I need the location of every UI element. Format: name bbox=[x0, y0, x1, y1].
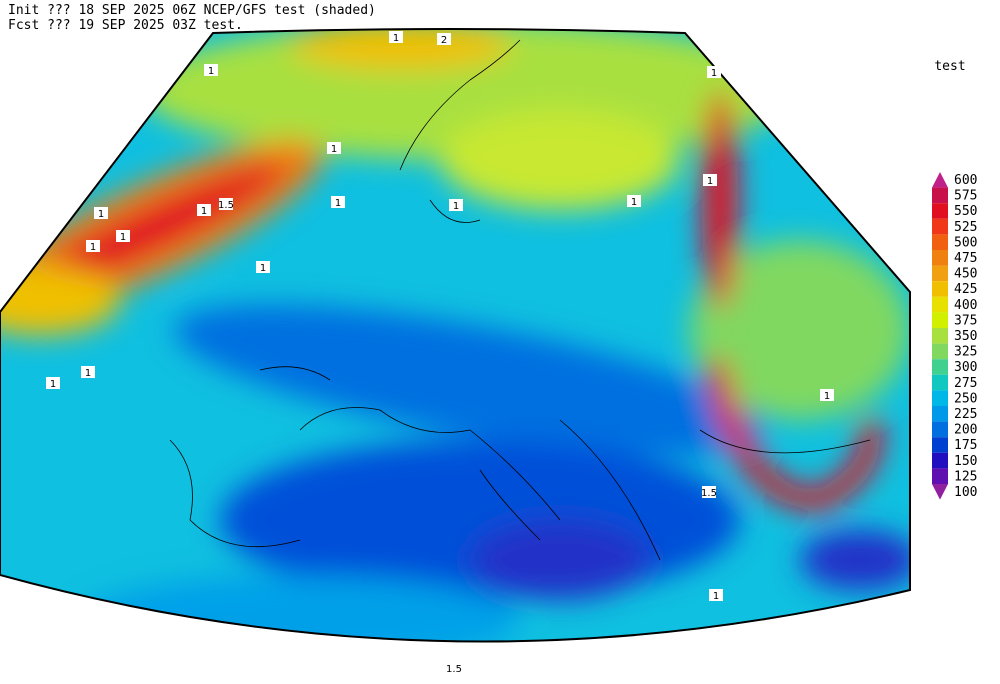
contour-labels: 1 2 1 1 1 1.5 1 1 1 1 1 1 1 1 1 1 1 1 1.5 1 1.5 bbox=[46, 31, 834, 675]
contour-label: 1 bbox=[453, 201, 459, 212]
contour-label-box bbox=[820, 389, 834, 401]
contour-label: 1 bbox=[85, 368, 91, 379]
colorbar-swatch bbox=[932, 312, 948, 328]
colorbar-label: 425 bbox=[954, 282, 977, 297]
colorbar-swatch bbox=[932, 203, 948, 219]
colorbar-title: test bbox=[934, 59, 965, 74]
contour-label: 1 bbox=[50, 379, 56, 390]
contour-label-box bbox=[94, 207, 108, 219]
contour-label: 1 bbox=[713, 591, 719, 602]
contour-label: 1 bbox=[335, 198, 341, 209]
contour-label-box bbox=[327, 142, 341, 154]
contour-label: 1 bbox=[98, 209, 104, 220]
contour-label: 1 bbox=[711, 68, 717, 79]
map-field bbox=[0, 29, 910, 642]
contour-label-box bbox=[707, 66, 721, 78]
colorbar-label: 525 bbox=[954, 220, 977, 235]
contour-label-box bbox=[389, 31, 403, 43]
colorbar-label: 275 bbox=[954, 376, 977, 391]
colorbar-label: 450 bbox=[954, 267, 977, 282]
header-line: Init ??? 18 SEP 2025 06Z NCEP/GFS test (… bbox=[8, 3, 376, 18]
contour-label-box bbox=[197, 204, 211, 216]
colorbar-label: 350 bbox=[954, 329, 977, 344]
colorbar-label: 325 bbox=[954, 345, 977, 360]
colorbar-swatch bbox=[932, 218, 948, 235]
colorbar-label: 550 bbox=[954, 204, 977, 219]
contour-label: 2 bbox=[441, 35, 447, 46]
contour-label: 1.5 bbox=[701, 488, 717, 499]
contour-label-box bbox=[86, 240, 100, 252]
colorbar-swatch bbox=[932, 359, 948, 375]
contour-label-box bbox=[449, 199, 463, 211]
colorbar-swatch bbox=[932, 406, 948, 422]
contour-label-box bbox=[219, 198, 233, 210]
contour-label: 1 bbox=[631, 197, 637, 208]
contour-label: 1 bbox=[201, 206, 207, 217]
colorbar-swatch bbox=[932, 390, 948, 406]
contour-label-box bbox=[81, 366, 95, 378]
colorbar-end bbox=[932, 484, 948, 500]
colorbar-swatch bbox=[932, 265, 948, 282]
contour-label: 1 bbox=[208, 66, 214, 77]
colorbar-swatch bbox=[932, 281, 948, 297]
colorbar-swatch bbox=[932, 187, 948, 204]
contour-label: 1 bbox=[260, 263, 266, 274]
colorbar-swatch bbox=[932, 374, 948, 391]
contour-label: 1 bbox=[707, 176, 713, 187]
colorbar-label: 200 bbox=[954, 423, 977, 438]
colorbar-label: 500 bbox=[954, 235, 977, 250]
colorbar-label: 300 bbox=[954, 360, 977, 375]
colorbar-label: 150 bbox=[954, 454, 977, 469]
contour-label: 1 bbox=[393, 33, 399, 44]
colorbar-label: 100 bbox=[954, 485, 977, 500]
contour-label-box bbox=[256, 261, 270, 273]
contour-label-box bbox=[627, 195, 641, 207]
contour-label-box bbox=[702, 486, 716, 498]
colorbar-label: 575 bbox=[954, 189, 977, 204]
colorbar-swatch bbox=[932, 468, 948, 484]
colorbar-label: 475 bbox=[954, 251, 977, 266]
contour-label-box bbox=[204, 64, 218, 76]
contour-label: 1 bbox=[120, 232, 126, 243]
colorbar-swatch bbox=[932, 328, 948, 344]
contour-label-box bbox=[437, 33, 451, 45]
contour-label-box bbox=[447, 662, 461, 674]
contour-label-box bbox=[331, 196, 345, 208]
contour-label-box bbox=[116, 230, 130, 242]
contour-label: 1 bbox=[90, 242, 96, 253]
colorbar-swatch bbox=[932, 234, 948, 250]
colorbar-label: 250 bbox=[954, 391, 977, 406]
colorbar-swatch bbox=[932, 437, 948, 453]
colorbar-swatch bbox=[932, 296, 948, 313]
contour-label-box bbox=[703, 174, 717, 186]
colorbar-label: 225 bbox=[954, 407, 977, 422]
contour-label: 1 bbox=[824, 391, 830, 402]
contour-label: 1.5 bbox=[446, 664, 462, 675]
contour-label: 1 bbox=[331, 144, 337, 155]
colorbar-label: 600 bbox=[954, 173, 977, 188]
contour-label: 1.5 bbox=[218, 200, 234, 211]
header-line: Fcst ??? 19 SEP 2025 03Z test. bbox=[8, 18, 243, 33]
colorbar-swatch bbox=[932, 452, 948, 469]
colorbar-end bbox=[932, 172, 948, 188]
coastlines bbox=[169, 39, 871, 561]
colorbar-label: 375 bbox=[954, 313, 977, 328]
colorbar-label: 125 bbox=[954, 469, 977, 484]
map-border bbox=[0, 28, 911, 643]
colorbar-swatch bbox=[932, 250, 948, 266]
colorbar: 6005755505255004754504254003753503253002… bbox=[932, 172, 977, 500]
colorbar-label: 175 bbox=[954, 438, 977, 453]
colorbar-label: 400 bbox=[954, 298, 977, 313]
colorbar-swatch bbox=[932, 343, 948, 360]
contour-label-box bbox=[46, 377, 60, 389]
colorbar-swatch bbox=[932, 421, 948, 438]
contour-label-box bbox=[709, 589, 723, 601]
